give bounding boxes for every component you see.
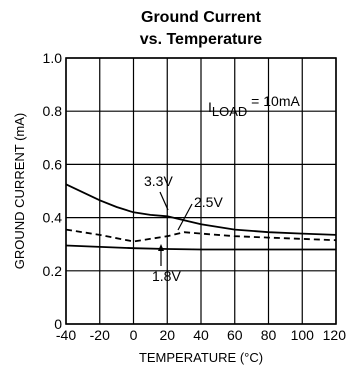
load-annotation-prefix: I [208,99,212,115]
x-tick-label: 120 [323,327,347,343]
x-tick-label: 80 [261,327,277,343]
series-label-1-8v: 1.8V [152,268,181,284]
series-line-1-8v [65,244,336,251]
load-annotation-suffix: = 10mA [247,93,300,109]
y-tick-labels: 0 0.2 0.4 0.6 0.8 1.0 [43,50,63,332]
chart-title: Ground Current [141,9,262,26]
x-tick-labels: -40 -20 0 20 40 60 80 100 120 [56,327,346,343]
load-annotation: ILOAD = 10mA [208,93,300,119]
y-tick-label: 1.0 [43,50,63,66]
series-label-2-5v: 2.5V [194,194,223,210]
x-tick-label: -40 [56,327,76,343]
x-tick-label: -20 [90,327,110,343]
series-lines [65,183,337,251]
y-tick-label: 0.8 [43,103,63,119]
x-tick-label: 100 [291,327,315,343]
y-tick-label: 0.6 [43,156,63,172]
x-tick-label: 20 [159,327,175,343]
y-axis-label: GROUND CURRENT (mA) [12,113,27,269]
series-label-3-3v: 3.3V [144,173,173,189]
series-line-3-3v [65,183,337,236]
pointer-3-3v [159,191,169,211]
x-tick-label: 60 [227,327,243,343]
y-tick-label: 0 [54,316,62,332]
x-tick-label: 0 [130,327,138,343]
chart-subtitle: vs. Temperature [140,31,263,48]
series-line-2-5v [65,228,337,243]
plot-frame [65,57,337,325]
pointer-2-5v [177,203,193,231]
load-annotation-subscript: LOAD [212,104,247,119]
x-tick-label: 40 [193,327,209,343]
grid-lines [65,57,337,325]
x-axis-label: TEMPERATURE (°C) [139,350,263,365]
y-tick-label: 0.4 [43,210,63,226]
y-tick-label: 0.2 [43,263,63,279]
pointer-1-8v-arrowhead [158,244,164,251]
